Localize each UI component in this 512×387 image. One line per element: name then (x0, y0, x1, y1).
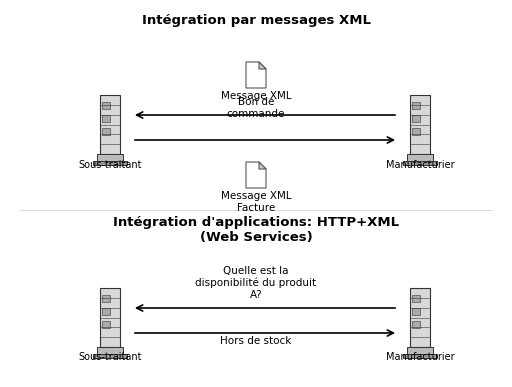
Text: Message XML: Message XML (221, 91, 291, 101)
Bar (412, 102, 420, 109)
Bar (97, 154, 123, 161)
Bar (410, 288, 431, 347)
Bar (410, 95, 431, 154)
Bar (412, 321, 420, 328)
Polygon shape (246, 162, 266, 188)
Bar (101, 128, 110, 135)
Text: Bon de
commande: Bon de commande (227, 97, 285, 118)
Bar (93, 354, 127, 358)
Text: Manufacturier: Manufacturier (386, 159, 454, 170)
Bar (101, 102, 110, 109)
Text: Hors de stock: Hors de stock (220, 336, 292, 346)
Text: Sous-traitant: Sous-traitant (78, 159, 142, 170)
Text: Intégration par messages XML: Intégration par messages XML (141, 14, 371, 27)
Polygon shape (259, 162, 266, 169)
Bar (412, 295, 420, 302)
Bar (101, 321, 110, 328)
Bar (97, 347, 123, 354)
Bar (101, 115, 110, 122)
Bar (93, 161, 127, 164)
Bar (403, 354, 437, 358)
Bar (101, 295, 110, 302)
Text: Message XML
Facture: Message XML Facture (221, 191, 291, 212)
Bar (412, 308, 420, 315)
Text: Intégration d'applications: HTTP+XML
(Web Services): Intégration d'applications: HTTP+XML (We… (113, 216, 399, 244)
Polygon shape (259, 62, 266, 69)
Polygon shape (246, 62, 266, 88)
Bar (407, 154, 433, 161)
Bar (99, 95, 120, 154)
Bar (407, 347, 433, 354)
Text: Sous-traitant: Sous-traitant (78, 353, 142, 363)
Text: Quelle est la
disponibilité du produit
A?: Quelle est la disponibilité du produit A… (196, 266, 316, 300)
Bar (101, 308, 110, 315)
Bar (99, 288, 120, 347)
Bar (403, 161, 437, 164)
Text: Manufacturier: Manufacturier (386, 353, 454, 363)
Bar (412, 128, 420, 135)
Bar (412, 115, 420, 122)
